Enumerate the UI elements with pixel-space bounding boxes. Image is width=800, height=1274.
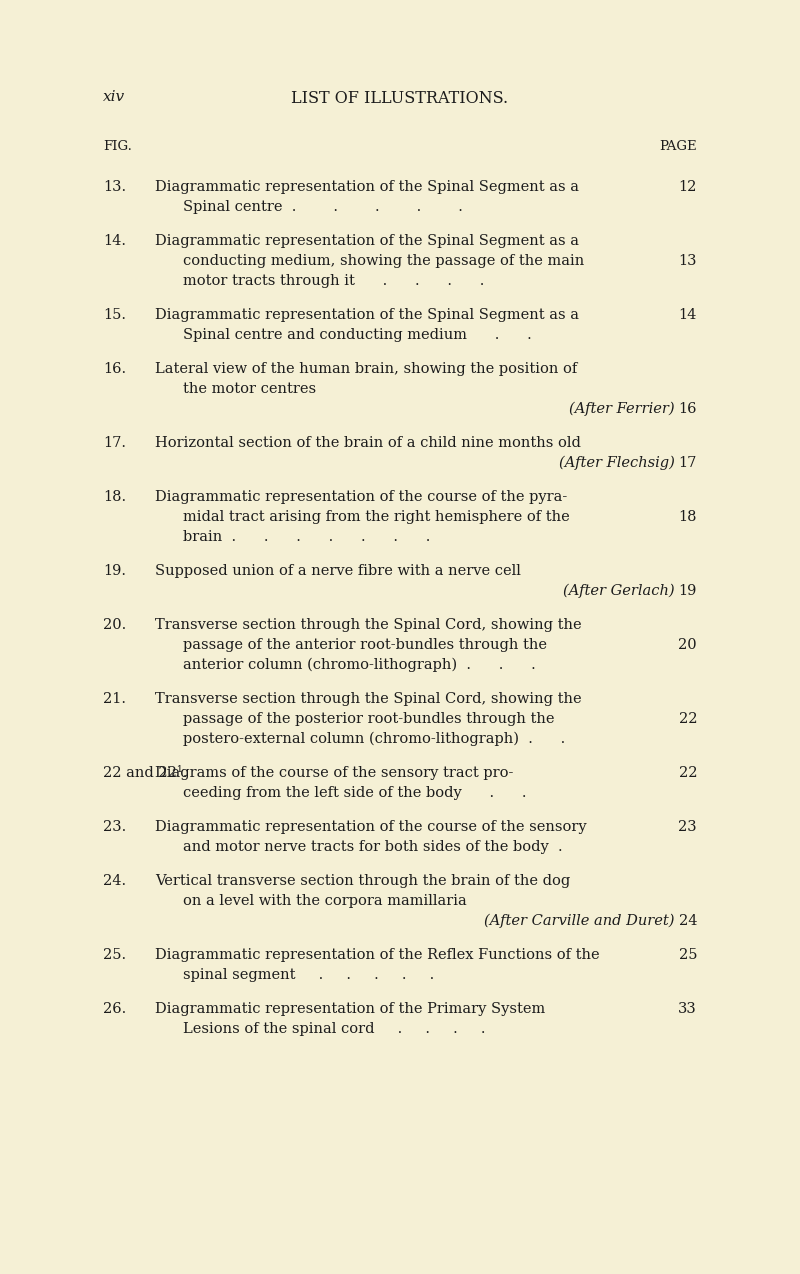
Text: Diagrammatic representation of the Reflex Functions of the: Diagrammatic representation of the Refle… [155, 948, 600, 962]
Text: LIST OF ILLUSTRATIONS.: LIST OF ILLUSTRATIONS. [291, 90, 509, 107]
Text: 14: 14 [678, 308, 697, 322]
Text: midal tract arising from the right hemisphere of the: midal tract arising from the right hemis… [183, 510, 570, 524]
Text: 22: 22 [678, 766, 697, 780]
Text: xiv: xiv [103, 90, 125, 104]
Text: Diagrams of the course of the sensory tract pro-: Diagrams of the course of the sensory tr… [155, 766, 514, 780]
Text: Diagrammatic representation of the Spinal Segment as a: Diagrammatic representation of the Spina… [155, 180, 579, 194]
Text: passage of the posterior root-bundles through the: passage of the posterior root-bundles th… [183, 712, 554, 726]
Text: 17: 17 [678, 456, 697, 470]
Text: PAGE: PAGE [659, 140, 697, 153]
Text: (After Carville and Duret): (After Carville and Duret) [485, 913, 675, 929]
Text: (After Gerlach): (After Gerlach) [563, 583, 675, 599]
Text: on a level with the corpora mamillaria: on a level with the corpora mamillaria [183, 894, 466, 908]
Text: 25.: 25. [103, 948, 126, 962]
Text: 21.: 21. [103, 692, 126, 706]
Text: Vertical transverse section through the brain of the dog: Vertical transverse section through the … [155, 874, 570, 888]
Text: Diagrammatic representation of the Spinal Segment as a: Diagrammatic representation of the Spina… [155, 234, 579, 248]
Text: Spinal centre  .        .        .        .        .: Spinal centre . . . . . [183, 200, 463, 214]
Text: 19: 19 [678, 583, 697, 598]
Text: Transverse section through the Spinal Cord, showing the: Transverse section through the Spinal Co… [155, 618, 582, 632]
Text: 17.: 17. [103, 436, 126, 450]
Text: 18: 18 [678, 510, 697, 524]
Text: (After Flechsig): (After Flechsig) [559, 456, 675, 470]
Text: 13: 13 [678, 254, 697, 268]
Text: ceeding from the left side of the body      .      .: ceeding from the left side of the body .… [183, 786, 526, 800]
Text: 16.: 16. [103, 362, 126, 376]
Text: (After Ferrier): (After Ferrier) [570, 403, 675, 417]
Text: 13.: 13. [103, 180, 126, 194]
Text: passage of the anterior root-bundles through the: passage of the anterior root-bundles thr… [183, 638, 547, 652]
Text: Diagrammatic representation of the course of the sensory: Diagrammatic representation of the cours… [155, 820, 586, 834]
Text: Transverse section through the Spinal Cord, showing the: Transverse section through the Spinal Co… [155, 692, 582, 706]
Text: Diagrammatic representation of the course of the pyra-: Diagrammatic representation of the cours… [155, 490, 567, 505]
Text: Spinal centre and conducting medium      .      .: Spinal centre and conducting medium . . [183, 327, 532, 341]
Text: and motor nerve tracts for both sides of the body  .: and motor nerve tracts for both sides of… [183, 840, 562, 854]
Text: 18.: 18. [103, 490, 126, 505]
Text: 24.: 24. [103, 874, 126, 888]
Text: 20: 20 [678, 638, 697, 652]
Text: FIG.: FIG. [103, 140, 132, 153]
Text: Diagrammatic representation of the Spinal Segment as a: Diagrammatic representation of the Spina… [155, 308, 579, 322]
Text: 20.: 20. [103, 618, 126, 632]
Text: 33: 33 [678, 1001, 697, 1015]
Text: Lateral view of the human brain, showing the position of: Lateral view of the human brain, showing… [155, 362, 578, 376]
Text: 12: 12 [678, 180, 697, 194]
Text: the motor centres: the motor centres [183, 382, 316, 396]
Text: 15.: 15. [103, 308, 126, 322]
Text: 22 and 22¹.: 22 and 22¹. [103, 766, 187, 780]
Text: 22: 22 [678, 712, 697, 726]
Text: postero-external column (chromo-lithograph)  .      .: postero-external column (chromo-lithogra… [183, 733, 566, 747]
Text: Horizontal section of the brain of a child nine months old: Horizontal section of the brain of a chi… [155, 436, 581, 450]
Text: 25: 25 [678, 948, 697, 962]
Text: 24: 24 [678, 913, 697, 927]
Text: 23: 23 [678, 820, 697, 834]
Text: Diagrammatic representation of the Primary System: Diagrammatic representation of the Prima… [155, 1001, 546, 1015]
Text: spinal segment     .     .     .     .     .: spinal segment . . . . . [183, 968, 434, 982]
Text: 23.: 23. [103, 820, 126, 834]
Text: anterior column (chromo-lithograph)  .      .      .: anterior column (chromo-lithograph) . . … [183, 657, 536, 673]
Text: 19.: 19. [103, 564, 126, 578]
Text: motor tracts through it      .      .      .      .: motor tracts through it . . . . [183, 274, 484, 288]
Text: Supposed union of a nerve fibre with a nerve cell: Supposed union of a nerve fibre with a n… [155, 564, 521, 578]
Text: brain  .      .      .      .      .      .      .: brain . . . . . . . [183, 530, 430, 544]
Text: 14.: 14. [103, 234, 126, 248]
Text: Lesions of the spinal cord     .     .     .     .: Lesions of the spinal cord . . . . [183, 1022, 486, 1036]
Text: conducting medium, showing the passage of the main: conducting medium, showing the passage o… [183, 254, 584, 268]
Text: 26.: 26. [103, 1001, 126, 1015]
Text: 16: 16 [678, 403, 697, 417]
